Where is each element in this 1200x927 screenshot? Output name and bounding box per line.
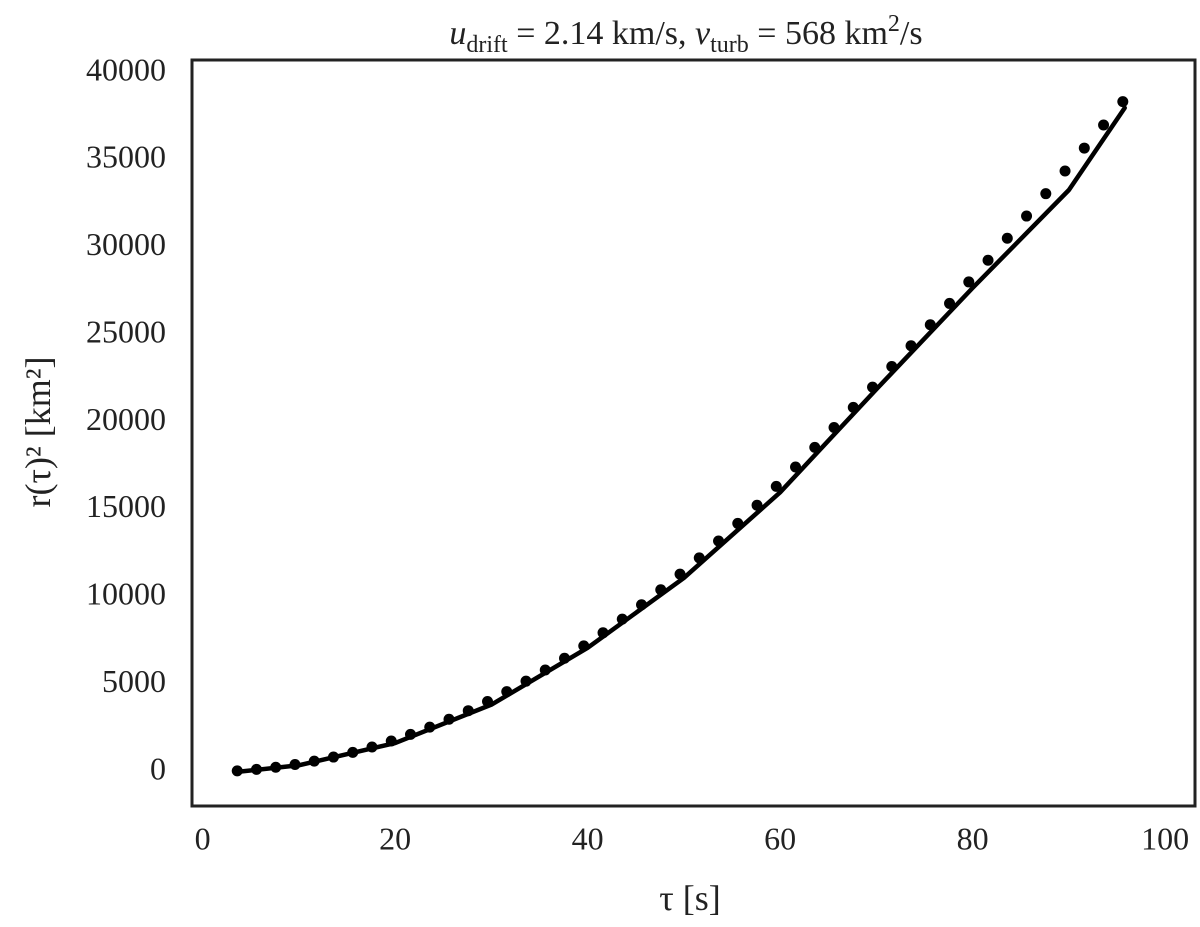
data-point [963,276,975,288]
title-part: = 2.14 km/s, [508,15,695,52]
chart-title: udrift = 2.14 km/s, νturb = 568 km2/s [449,11,922,58]
y-tick-label: 30000 [86,226,166,262]
title-part: = 568 km [749,15,888,52]
y-tick-label: 35000 [86,139,166,175]
data-point [770,480,782,492]
data-point [1021,210,1033,222]
data-point [1117,96,1129,108]
y-tick-label: 5000 [102,663,166,699]
title-part: turb [710,32,749,58]
title-part: /s [900,15,923,52]
data-point [1059,165,1071,177]
data-point [1001,232,1013,244]
y-tick-label: 25000 [86,313,166,349]
plot-frame [190,58,1197,808]
y-tick-label: 40000 [86,51,166,87]
data-point [1098,119,1110,131]
data-point [1078,142,1090,154]
x-axis-label: τ [s] [659,878,720,918]
title-part: drift [466,32,508,58]
x-tick-label: 0 [195,820,211,856]
data-point [982,254,994,266]
x-tick-label: 60 [764,820,796,856]
title-part: u [449,15,466,52]
title-part: ν [695,15,711,52]
y-tick-label: 10000 [86,576,166,612]
y-tick-label: 0 [150,750,166,786]
fit-line [234,105,1127,775]
plot-area [231,96,1129,777]
x-tick-label: 100 [1141,820,1189,856]
y-tick-label: 20000 [86,401,166,437]
data-point [1040,188,1052,200]
x-tick-label: 20 [379,820,411,856]
x-tick-label: 80 [957,820,989,856]
title-part: 2 [888,11,900,37]
y-tick-label: 15000 [86,488,166,524]
x-tick-label: 40 [572,820,604,856]
y-axis-label: r(τ)² [km²] [18,357,58,508]
